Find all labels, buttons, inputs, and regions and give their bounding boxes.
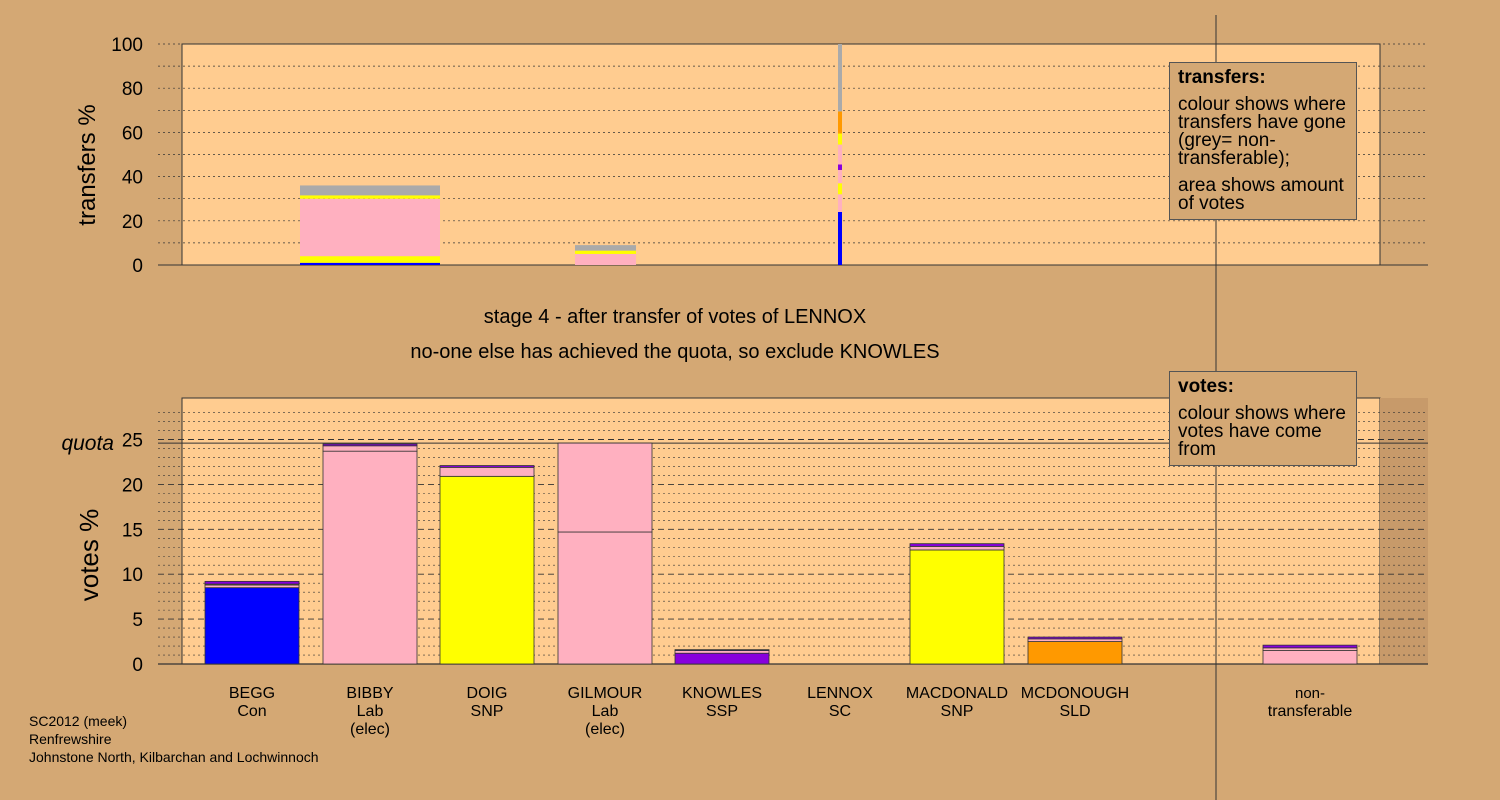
candidate-name-label: BEGG bbox=[229, 685, 275, 702]
candidate-name-label: non- bbox=[1295, 685, 1325, 702]
footer-election: SC2012 (meek) bbox=[29, 713, 128, 729]
transfers-bar-segment bbox=[838, 194, 842, 212]
candidate-party-label: transferable bbox=[1268, 703, 1353, 720]
votes-bar-segment bbox=[204, 580, 300, 585]
transfers-bar-segment bbox=[838, 183, 842, 195]
votes-y-tick-label: 5 bbox=[132, 610, 143, 631]
votes-bar-segment bbox=[204, 584, 300, 589]
candidate-party-label: SNP bbox=[941, 703, 974, 720]
footer: SC2012 (meek) Renfrewshire Johnstone Nor… bbox=[29, 712, 319, 766]
votes-y-tick-label: 15 bbox=[122, 520, 143, 541]
votes-bar-segment bbox=[909, 545, 1005, 551]
votes-bar-segment bbox=[557, 531, 653, 665]
transfers-bar-segment bbox=[575, 245, 636, 251]
transfers-y-tick-label: 40 bbox=[122, 168, 143, 189]
transfers-bar-segment bbox=[838, 211, 842, 265]
candidate-party-label: SC bbox=[829, 703, 851, 720]
transfers-legend-heading: transfers: bbox=[1178, 67, 1266, 88]
votes-y-tick-label: 0 bbox=[132, 655, 143, 676]
transfers-legend-area-text: area shows amount of votes bbox=[1178, 175, 1344, 214]
votes-bar-segment bbox=[439, 466, 535, 477]
votes-bar-segment bbox=[322, 443, 418, 447]
votes-bar-segment bbox=[909, 543, 1005, 547]
votes-bar-segment bbox=[1027, 641, 1123, 665]
quota-label: quota bbox=[61, 432, 114, 455]
transfers-bar-segment bbox=[838, 133, 842, 145]
candidate-name-label: DOIG bbox=[467, 685, 508, 702]
transfers-bar-segment bbox=[300, 256, 440, 263]
transfers-bar-segment bbox=[575, 253, 636, 265]
transfers-y-tick-label: 100 bbox=[111, 35, 143, 56]
transfers-y-tick-label: 20 bbox=[122, 212, 143, 233]
votes-bar-segment bbox=[674, 649, 770, 651]
votes-right-shade bbox=[1380, 398, 1428, 664]
candidate-party-label: SLD bbox=[1059, 703, 1090, 720]
votes-bar-segment bbox=[322, 445, 418, 452]
votes-bar-segment bbox=[557, 442, 653, 533]
votes-y-axis-label: votes % bbox=[74, 509, 104, 602]
candidate-elected-label: (elec) bbox=[350, 721, 390, 738]
votes-legend-heading: votes: bbox=[1178, 376, 1234, 397]
transfers-y-tick-label: 60 bbox=[122, 123, 143, 144]
transfers-legend: transfers: colour shows where transfers … bbox=[1169, 62, 1357, 220]
transfers-y-tick-label: 0 bbox=[132, 256, 143, 277]
candidate-name-label: MACDONALD bbox=[906, 685, 1008, 702]
candidate-party-label: SSP bbox=[706, 703, 738, 720]
candidate-name-label: LENNOX bbox=[807, 685, 873, 702]
votes-bar-segment bbox=[322, 450, 418, 665]
transfers-bar-segment bbox=[300, 262, 440, 265]
votes-legend-text: colour shows where votes have come from bbox=[1178, 403, 1346, 460]
candidate-name-label: GILMOUR bbox=[568, 685, 643, 702]
transfers-legend-text: colour shows where transfers have gone (… bbox=[1178, 94, 1346, 169]
transfers-bar-segment bbox=[575, 250, 636, 254]
transfers-y-axis-label: transfers % bbox=[74, 104, 101, 225]
transfers-bar-segment bbox=[300, 198, 440, 257]
votes-bar-segment bbox=[439, 475, 535, 665]
transfers-bar-segment bbox=[300, 195, 440, 199]
candidate-name-label: BIBBY bbox=[346, 685, 393, 702]
candidate-party-label: Lab bbox=[592, 703, 619, 720]
transfers-bar-segment bbox=[838, 111, 842, 134]
votes-bar-segment bbox=[1027, 638, 1123, 642]
candidate-party-label: SNP bbox=[471, 703, 504, 720]
transfers-y-tick-label: 80 bbox=[122, 79, 143, 100]
votes-legend: votes: colour shows where votes have com… bbox=[1169, 371, 1357, 466]
transfers-bar-segment bbox=[838, 164, 842, 170]
candidate-name-label: MCDONOUGH bbox=[1021, 685, 1129, 702]
votes-bar-segment bbox=[204, 587, 300, 665]
footer-council: Renfrewshire bbox=[29, 731, 112, 747]
votes-bar-segment bbox=[1262, 647, 1358, 651]
transfers-bar-segment bbox=[838, 144, 842, 165]
footer-ward: Johnstone North, Kilbarchan and Lochwinn… bbox=[29, 749, 319, 765]
votes-y-tick-label: 20 bbox=[122, 475, 143, 496]
stage-subtitle: no-one else has achieved the quota, so e… bbox=[410, 341, 940, 363]
votes-bar-segment bbox=[674, 652, 770, 665]
votes-bar-segment bbox=[439, 465, 535, 468]
transfers-bar-segment bbox=[838, 44, 842, 112]
transfers-bar-segment bbox=[300, 185, 440, 196]
votes-bar-segment bbox=[1262, 644, 1358, 649]
votes-bar-segment bbox=[1262, 650, 1358, 665]
transfers-bar-segment bbox=[838, 169, 842, 184]
stage-title: stage 4 - after transfer of votes of LEN… bbox=[483, 306, 867, 328]
votes-bar-segment bbox=[909, 549, 1005, 665]
candidate-party-label: Con bbox=[237, 703, 266, 720]
votes-y-tick-label: 25 bbox=[122, 431, 143, 452]
candidate-name-label: KNOWLES bbox=[682, 685, 762, 702]
votes-y-tick-label: 10 bbox=[122, 565, 143, 586]
votes-bar-segment bbox=[1027, 636, 1123, 640]
candidate-elected-label: (elec) bbox=[585, 721, 625, 738]
votes-bar-segment bbox=[674, 650, 770, 654]
candidate-party-label: Lab bbox=[357, 703, 384, 720]
